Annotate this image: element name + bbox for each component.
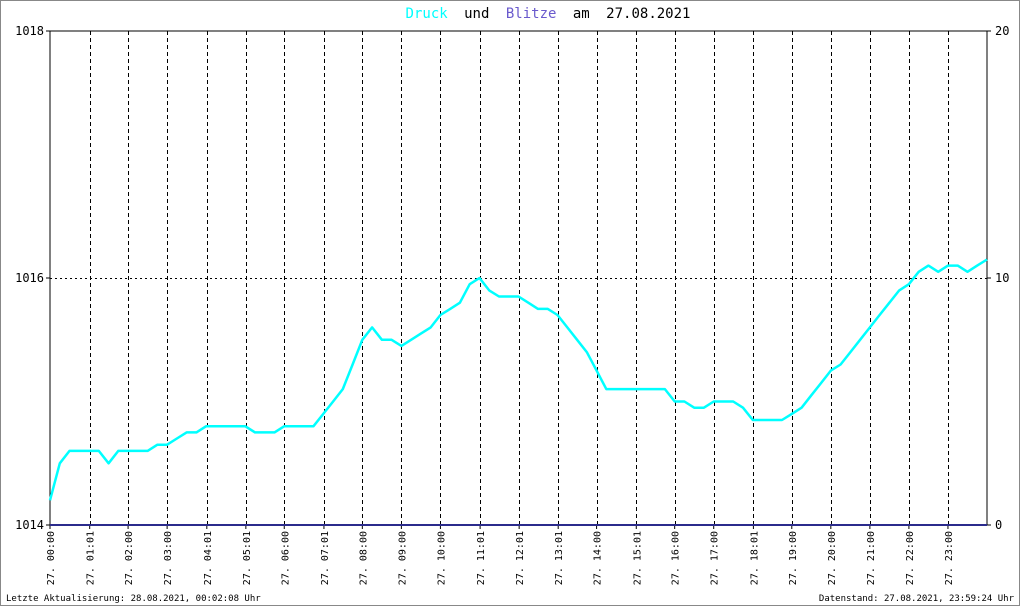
series-layer <box>48 258 988 526</box>
x-tick-label: 27. 06:00 <box>280 531 291 585</box>
x-tick-label: 27. 01:01 <box>86 531 97 585</box>
title-date: 27.08.2021 <box>606 6 690 22</box>
title-connector: und <box>464 6 489 22</box>
x-tick-label: 27. 12:01 <box>515 531 526 585</box>
x-tick-label: 27. 11:01 <box>476 531 487 585</box>
grid <box>50 31 987 525</box>
y-right-tick-label: 10 <box>995 271 1009 285</box>
x-tick-label: 27. 08:00 <box>358 531 369 585</box>
x-tick-label: 27. 09:00 <box>397 531 408 585</box>
x-tick-label: 27. 14:00 <box>593 531 604 585</box>
x-tick-label: 27. 19:00 <box>788 531 799 585</box>
x-tick-label: 27. 00:00 <box>46 531 57 585</box>
series-line-druck <box>48 258 988 501</box>
footer-data-status: Datenstand: 27.08.2021, 23:59:24 Uhr <box>819 594 1015 604</box>
x-tick-label: 27. 21:00 <box>866 531 877 585</box>
x-tick-label: 27. 18:01 <box>749 531 760 585</box>
title-series1: Druck <box>406 6 449 22</box>
x-tick-label: 27. 22:00 <box>905 531 916 585</box>
y-left-tick-label: 1018 <box>15 24 44 38</box>
x-tick-label: 27. 04:01 <box>203 531 214 585</box>
right-y-axis: 0 10 20 <box>987 24 1009 532</box>
x-tick-label: 27. 05:01 <box>242 531 253 585</box>
y-right-tick-label: 0 <box>995 518 1002 532</box>
x-tick-label: 27. 23:00 <box>944 531 955 585</box>
y-left-tick-label: 1014 <box>15 518 44 532</box>
y-right-tick-label: 20 <box>995 24 1009 38</box>
chart-title: Druck und Blitze am 27.08.2021 <box>406 6 691 22</box>
x-axis: 27. 00:00 27. 01:01 27. 02:00 27. 03:00 27. … <box>46 525 955 585</box>
title-series2: Blitze <box>506 6 557 22</box>
x-tick-label: 27. 03:00 <box>163 531 174 585</box>
left-y-axis: 1014 1016 1018 <box>15 24 50 532</box>
x-tick-label: 27. 02:00 <box>124 531 135 585</box>
x-tick-label: 27. 20:00 <box>827 531 838 585</box>
footer-last-update: Letzte Aktualisierung: 28.08.2021, 00:02… <box>6 594 261 604</box>
y-left-tick-label: 1016 <box>15 271 44 285</box>
x-tick-label: 27. 16:00 <box>671 531 682 585</box>
x-tick-label: 27. 13:01 <box>554 531 565 585</box>
x-tick-label: 27. 10:00 <box>436 531 447 585</box>
title-date-prefix: am <box>573 6 590 22</box>
x-tick-label: 27. 17:00 <box>710 531 721 585</box>
x-tick-label: 27. 07:01 <box>320 531 331 585</box>
x-tick-label: 27. 15:01 <box>632 531 643 585</box>
